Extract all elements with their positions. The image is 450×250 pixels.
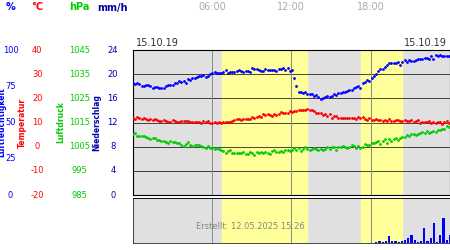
- Text: 12:00: 12:00: [278, 2, 305, 12]
- Text: 0: 0: [8, 190, 13, 200]
- Bar: [361, 198, 402, 242]
- Text: Luftdruck: Luftdruck: [57, 102, 66, 143]
- Text: -10: -10: [31, 166, 44, 175]
- Text: 25: 25: [5, 154, 16, 163]
- Bar: [414, 240, 416, 242]
- Text: °C: °C: [31, 2, 43, 12]
- Bar: [439, 235, 441, 242]
- Text: mm/h: mm/h: [98, 2, 128, 12]
- Bar: [388, 236, 390, 242]
- Text: 4: 4: [110, 166, 116, 175]
- Bar: [430, 238, 432, 242]
- Text: 75: 75: [5, 82, 16, 91]
- Text: 50: 50: [5, 118, 16, 127]
- Text: 1045: 1045: [69, 46, 90, 54]
- Text: 06:00: 06:00: [198, 2, 226, 12]
- Bar: [404, 240, 406, 242]
- Text: Niederschlag: Niederschlag: [92, 94, 101, 151]
- Text: 10: 10: [32, 118, 42, 127]
- Text: 0: 0: [110, 190, 116, 200]
- Text: Temperatur: Temperatur: [18, 98, 27, 148]
- Text: 995: 995: [72, 166, 87, 175]
- Bar: [433, 224, 435, 242]
- Text: 8: 8: [110, 142, 116, 151]
- Text: 20: 20: [32, 94, 42, 103]
- Text: 15.10.19: 15.10.19: [136, 38, 179, 48]
- Text: hPa: hPa: [69, 2, 90, 12]
- Text: -20: -20: [31, 190, 44, 200]
- Bar: [361, 50, 402, 195]
- Bar: [427, 241, 429, 242]
- Text: 100: 100: [3, 46, 18, 54]
- Bar: [391, 241, 393, 242]
- Bar: [446, 240, 448, 242]
- Bar: [442, 218, 445, 242]
- Text: 15.10.19: 15.10.19: [404, 38, 447, 48]
- Text: 16: 16: [108, 94, 118, 103]
- Text: 24: 24: [108, 46, 118, 54]
- Bar: [385, 241, 387, 242]
- Text: Erstellt: 12.05.2025 15:26: Erstellt: 12.05.2025 15:26: [196, 222, 305, 231]
- Bar: [420, 240, 422, 242]
- Bar: [423, 228, 425, 242]
- Text: Luftfeuchtigkeit: Luftfeuchtigkeit: [0, 88, 6, 158]
- Text: 1015: 1015: [69, 118, 90, 127]
- Bar: [449, 235, 450, 242]
- Text: 0: 0: [35, 142, 40, 151]
- Bar: [407, 238, 410, 242]
- Bar: [221, 50, 307, 195]
- Text: 1005: 1005: [69, 142, 90, 151]
- Text: 12: 12: [108, 118, 118, 127]
- Bar: [410, 235, 413, 242]
- Text: %: %: [6, 2, 15, 12]
- Text: 1025: 1025: [69, 94, 90, 103]
- Text: 18:00: 18:00: [357, 2, 385, 12]
- Bar: [394, 241, 396, 242]
- Text: 20: 20: [108, 70, 118, 79]
- Text: 30: 30: [32, 70, 42, 79]
- Text: 1035: 1035: [69, 70, 90, 79]
- Text: 985: 985: [72, 190, 88, 200]
- Bar: [221, 198, 307, 242]
- Text: 40: 40: [32, 46, 42, 54]
